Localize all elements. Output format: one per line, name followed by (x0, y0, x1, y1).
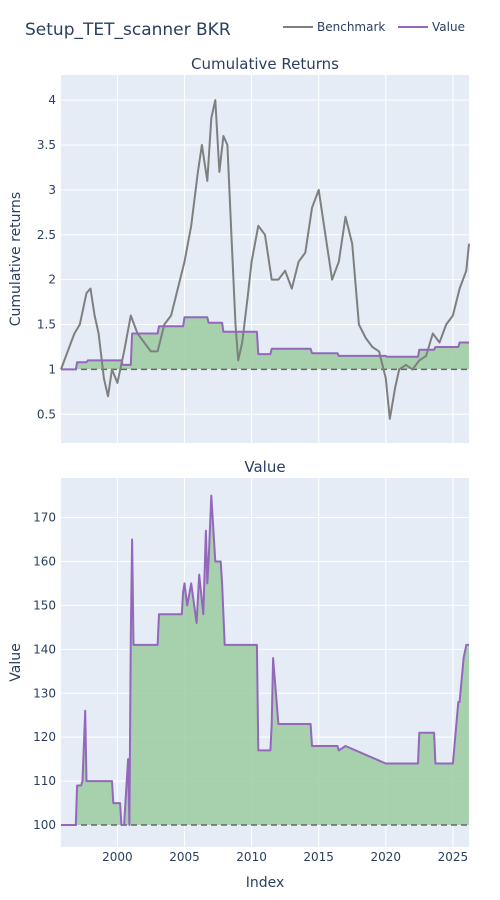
panel2-y-tick-label: 100 (33, 818, 56, 832)
panel2-x-tick-label: 2005 (169, 850, 200, 864)
panel2-y-tick-label: 130 (33, 686, 56, 700)
panel2-x-tick-label: 2020 (371, 850, 402, 864)
panel2-y-tick-label: 120 (33, 730, 56, 744)
panel2-y-tick-label: 110 (33, 774, 56, 788)
panel1-y-tick-label: 1 (48, 362, 56, 376)
panel1-plot-area (61, 75, 469, 443)
legend-label-benchmark: Benchmark (317, 20, 385, 34)
panel1-y-axis-label: Cumulative returns (8, 192, 24, 326)
legend-label-value: Value (432, 20, 465, 34)
panel1-y-tick-label: 2.5 (37, 228, 56, 242)
panel2-y-tick-label: 150 (33, 598, 56, 612)
panel1-y-tick-label: 3 (48, 183, 56, 197)
panel2-x-tick-label: 2015 (303, 850, 334, 864)
panel2-x-tick-label: 2000 (102, 850, 133, 864)
figure-title: Setup_TET_scanner BKR (25, 20, 231, 40)
panel2-y-axis-label: Value (8, 643, 24, 681)
panel1-y-tick-label: 0.5 (37, 407, 56, 421)
panel2-value-fill-area (61, 495, 469, 826)
panel1-y-tick-label: 4 (48, 93, 56, 107)
panel2-y-tick-label: 170 (33, 511, 56, 525)
panel2-y-tick-label: 160 (33, 554, 56, 568)
panel2-x-axis-label: Index (246, 875, 285, 891)
panel1-series-value (61, 316, 469, 371)
panel2-series-value (61, 494, 469, 826)
panel1-y-tick-label: 2 (48, 273, 56, 287)
panel2-y-tick-label: 140 (33, 642, 56, 656)
panel1-y-tick-label: 3.5 (37, 138, 56, 152)
panel2-title: Value (244, 458, 285, 476)
panel2-x-tick-label: 2010 (236, 850, 267, 864)
panel1-y-tick-label: 1.5 (37, 318, 56, 332)
panel2-x-tick-label: 2025 (438, 850, 469, 864)
panel1-title: Cumulative Returns (191, 55, 339, 73)
